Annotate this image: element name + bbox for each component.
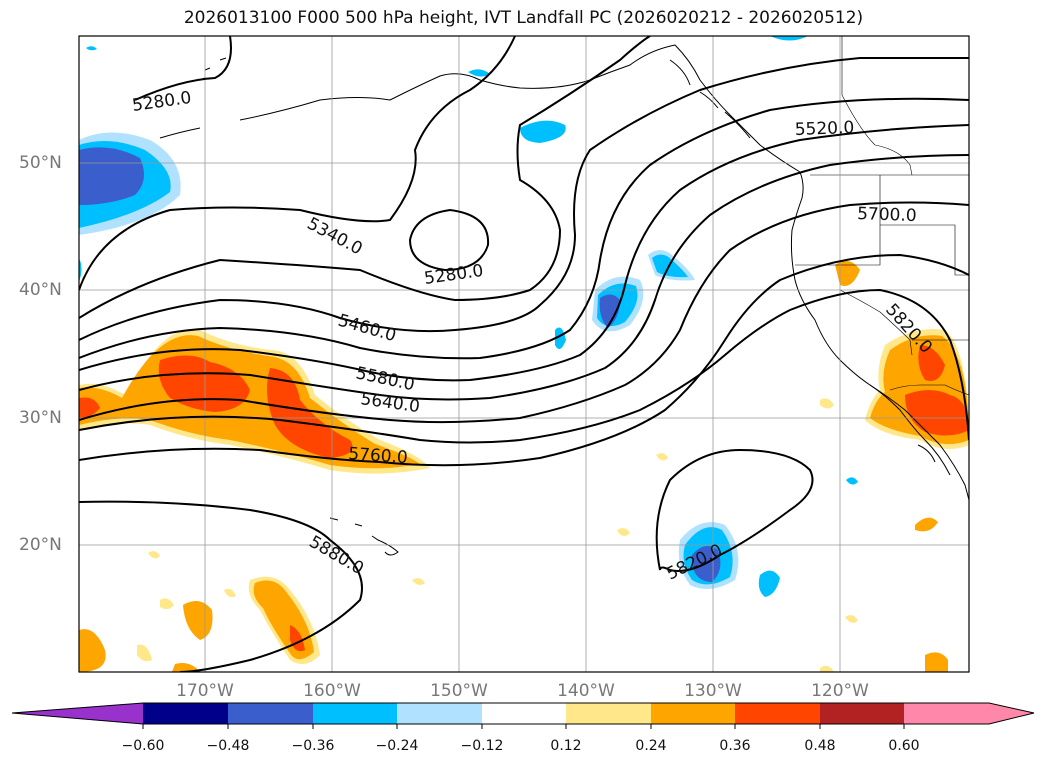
lon-label: 170°W [176, 681, 234, 701]
colorbar-swatch [482, 703, 566, 724]
lon-label: 120°W [811, 681, 869, 701]
colorbar-swatch [735, 703, 820, 724]
colorbar-tick-label: 0.60 [888, 738, 920, 754]
map-title: 2026013100 F000 500 hPa height, IVT Land… [183, 8, 864, 28]
colorbar-tick-label: −0.48 [206, 738, 250, 754]
colorbar-tick-label: −0.12 [460, 738, 504, 754]
ivt-shading-positive [79, 261, 969, 672]
lon-label: 140°W [557, 681, 615, 701]
lon-label: 150°W [430, 681, 488, 701]
colorbar-swatch [143, 703, 228, 724]
map-plot-area: 5280.0 5280.0 5340.0 5460.0 5580.0 5640.… [79, 36, 969, 672]
lon-label: 130°W [684, 681, 742, 701]
colorbar-extend-high [989, 703, 1034, 724]
lon-label: 160°W [303, 681, 361, 701]
colorbar-swatch [904, 703, 989, 724]
graticule [79, 36, 969, 672]
colorbar-tick-label: −0.24 [375, 738, 419, 754]
colorbar-tick-label: 0.48 [804, 738, 836, 754]
colorbar-swatch [566, 703, 651, 724]
coastlines [159, 44, 969, 556]
contour-label: 5760.0 [348, 444, 409, 468]
colorbar-swatch [820, 703, 904, 724]
lat-label: 20°N [19, 535, 62, 555]
colorbar-tick-label: −0.60 [121, 738, 165, 754]
colorbar [11, 702, 1035, 729]
colorbar-swatch [651, 703, 735, 724]
contour-label: 5520.0 [794, 118, 854, 140]
colorbar-tick-label: 0.24 [635, 738, 667, 754]
colorbar-extend-low [12, 703, 143, 724]
lat-label: 30°N [19, 408, 62, 428]
contour-label: 5700.0 [857, 204, 917, 226]
colorbar-tick-label: −0.36 [291, 738, 335, 754]
colorbar-swatch [228, 703, 313, 724]
colorbar-tick-label: 0.12 [550, 738, 582, 754]
map-frame [78, 35, 970, 673]
height-contours [79, 36, 969, 672]
colorbar-tick-label: 0.36 [719, 738, 751, 754]
lat-label: 50°N [19, 153, 62, 173]
colorbar-swatch [313, 703, 397, 724]
lat-label: 40°N [19, 280, 62, 300]
colorbar-swatch [397, 703, 482, 724]
